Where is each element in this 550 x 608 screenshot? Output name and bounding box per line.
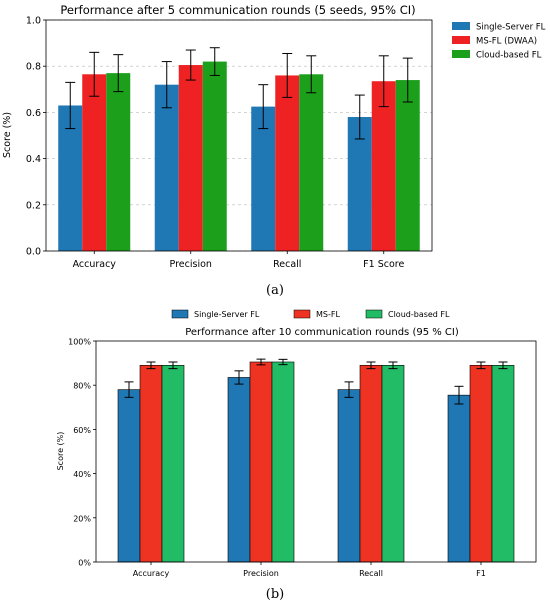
bar xyxy=(469,365,493,563)
x-tick-label: Precision xyxy=(170,259,212,270)
bar xyxy=(106,73,131,251)
x-tick-label: Accuracy xyxy=(73,259,117,270)
panel-b-error-bars xyxy=(124,358,508,405)
x-tick-label: Recall xyxy=(273,259,301,270)
legend-swatch xyxy=(452,50,470,58)
bar xyxy=(154,84,179,252)
panel-b-x-ticks: Accuracy Precision Recall F1 xyxy=(133,562,486,578)
bar xyxy=(371,81,396,251)
panel-b-bars xyxy=(117,361,515,563)
bar xyxy=(117,389,141,563)
x-tick-label: Recall xyxy=(359,569,383,578)
legend-swatch xyxy=(452,36,470,44)
bar xyxy=(251,106,276,251)
panel-a-legend: Single-Server FL MS-FL (DWAA) Cloud-based … xyxy=(452,22,546,61)
bar xyxy=(202,61,227,251)
bar xyxy=(299,74,324,251)
x-tick-label: F1 xyxy=(476,569,486,578)
x-tick-label: Accuracy xyxy=(133,569,170,578)
legend-swatch xyxy=(171,309,189,319)
bar xyxy=(275,75,300,251)
x-tick-label: F1 Score xyxy=(363,259,404,270)
y-tick-label: 60% xyxy=(73,426,91,435)
bar xyxy=(227,377,251,563)
bar xyxy=(139,365,163,563)
y-tick-label: 80% xyxy=(73,382,91,391)
legend-swatch xyxy=(293,309,311,319)
bar xyxy=(491,365,515,563)
legend-swatch xyxy=(452,22,470,30)
panel-a-bars xyxy=(58,61,420,252)
bar xyxy=(447,394,471,563)
x-tick-label: Precision xyxy=(243,569,279,578)
legend-label: Single-Server FL xyxy=(476,23,546,33)
legend-label: Single-Server FL xyxy=(194,310,260,319)
panel-b-y-ticks: 0% 20% 40% 60% 80% 100% xyxy=(68,338,96,568)
bar xyxy=(249,361,273,563)
y-tick-label: 0.4 xyxy=(26,154,41,165)
panel-b-label: (b) xyxy=(266,587,284,602)
panel-b-plot-frame xyxy=(95,340,537,563)
bar xyxy=(82,74,107,251)
bar xyxy=(161,365,185,563)
y-tick-label: 20% xyxy=(73,514,91,523)
panel-a-x-ticks: Accuracy Precision Recall F1 Score xyxy=(73,251,404,270)
legend-label: Cloud-based FL xyxy=(388,310,450,319)
panel-b-legend: Single-Server FL MS-FL Cloud-based FL xyxy=(171,309,450,319)
y-tick-label: 0.0 xyxy=(26,247,41,258)
legend-label: MS-FL xyxy=(316,310,340,319)
panel-a-chart: Performance after 5 communication rounds… xyxy=(2,3,546,298)
panel-b-y-axis-label: Score (%) xyxy=(56,432,65,471)
y-tick-label: 1.0 xyxy=(26,16,41,27)
bar xyxy=(359,365,383,563)
bar xyxy=(381,365,405,563)
legend-swatch xyxy=(365,309,383,319)
bar xyxy=(58,105,83,251)
y-tick-label: 0.2 xyxy=(26,200,41,211)
y-tick-label: 0% xyxy=(78,559,91,568)
y-tick-label: 100% xyxy=(68,338,91,347)
panel-a-plot-frame xyxy=(45,19,433,252)
panel-b-title: Performance after 10 communication round… xyxy=(185,327,459,338)
panel-a-label: (a) xyxy=(266,283,284,298)
y-tick-label: 0.6 xyxy=(26,108,41,119)
panel-a-title: Performance after 5 communication rounds… xyxy=(60,3,415,17)
y-tick-label: 40% xyxy=(73,470,91,479)
bar xyxy=(337,389,361,563)
bar xyxy=(178,65,203,251)
panel-a-y-axis-label: Score (%) xyxy=(2,112,13,158)
legend-label: Cloud-based FL xyxy=(476,51,542,61)
legend-label: MS-FL (DWAA) xyxy=(476,37,537,47)
panel-a-error-bars xyxy=(65,47,413,140)
bar xyxy=(271,361,295,563)
bar xyxy=(395,80,420,251)
y-tick-label: 0.8 xyxy=(26,62,41,73)
panel-a-y-ticks: 0.0 0.2 0.4 0.6 0.8 1.0 xyxy=(26,16,46,258)
panel-b-chart: Single-Server FL MS-FL Cloud-based FL Perf… xyxy=(56,309,537,602)
